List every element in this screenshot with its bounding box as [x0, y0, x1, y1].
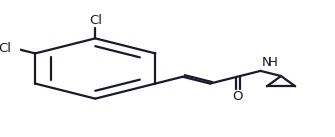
Text: H: H	[268, 56, 278, 69]
Text: O: O	[232, 90, 243, 103]
Text: Cl: Cl	[0, 42, 12, 55]
Text: Cl: Cl	[89, 14, 102, 27]
Text: N: N	[262, 56, 272, 69]
